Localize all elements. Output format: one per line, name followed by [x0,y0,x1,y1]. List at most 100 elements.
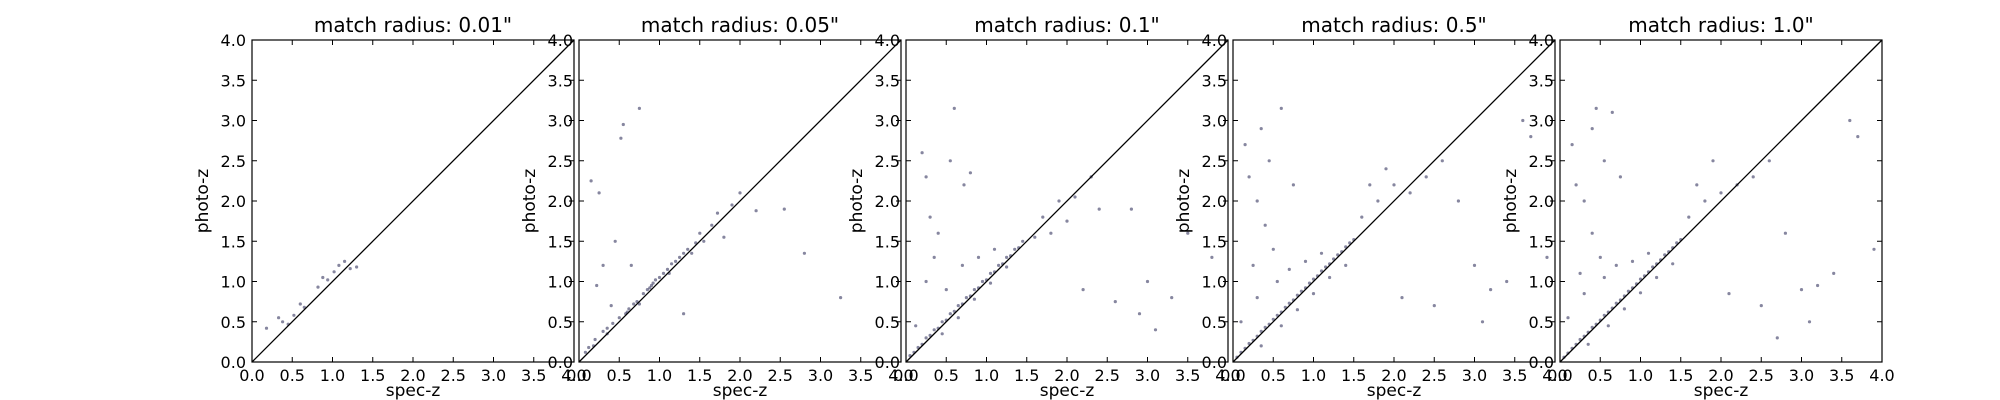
panel-1: match radius: 0.01"0.00.00.50.51.01.01.5… [193,13,587,400]
y-tick-label: 4.0 [1529,31,1554,50]
data-point [674,259,678,263]
data-point [605,326,609,330]
data-point [1602,159,1606,163]
x-tick-label: 1.0 [974,366,999,385]
y-tick-label: 0.5 [875,313,900,332]
data-point [653,278,658,282]
data-point [1872,247,1876,251]
y-tick-label: 3.0 [1529,112,1554,131]
data-point [1295,308,1299,312]
data-point [1170,296,1174,300]
data-point [1267,159,1271,163]
y-tick-label: 0.0 [875,353,900,372]
y-tick-label: 4.0 [875,31,900,50]
data-point [1767,159,1771,163]
data-point [661,271,666,275]
y-tick-label: 0.0 [548,353,573,372]
data-point [1400,296,1404,300]
data-point [1856,135,1860,139]
data-point [1424,175,1428,179]
y-tick-label: 1.5 [1202,232,1227,251]
data-point [1408,191,1412,195]
y-tick-label: 2.5 [875,152,900,171]
data-point [648,286,652,290]
y-tick-label: 0.0 [1202,353,1227,372]
y-tick-label: 2.0 [1529,192,1554,211]
y-tick-label: 2.0 [548,192,573,211]
data-point [682,312,686,316]
data-point [940,332,944,336]
data-point [1247,175,1251,179]
data-point [920,151,924,155]
x-tick-label: 1.5 [1668,366,1693,385]
data-point [1073,195,1077,199]
data-point [1480,320,1485,324]
data-point [1113,300,1117,304]
data-point [337,263,341,267]
x-tick-label: 3.0 [481,366,506,385]
data-point [964,296,969,300]
y-tick-label: 1.0 [221,273,246,292]
data-point [348,267,352,271]
data-points [1562,106,1876,359]
data-point [1472,263,1477,267]
x-tick-label: 0.5 [1261,366,1286,385]
data-point [1319,251,1324,255]
data-point [962,183,966,187]
data-point [1145,279,1150,284]
y-tick-label: 2.5 [548,152,573,171]
data-point [1687,215,1691,219]
data-point [702,239,706,243]
data-point [932,328,936,332]
y-tick-label: 2.5 [1202,152,1227,171]
x-tick-label: 4.0 [1542,366,1567,385]
data-point [645,288,650,292]
data-point [649,283,654,288]
y-tick-label: 1.5 [875,232,900,251]
x-axis-label: spec-z [386,381,441,400]
data-point [710,223,714,227]
panel-title: match radius: 0.5" [1301,13,1487,37]
data-point [637,106,642,110]
data-point [1291,183,1295,187]
data-point [936,231,940,235]
data-point [1328,275,1332,280]
x-tick-label: 1.5 [687,366,712,385]
data-point [595,283,599,288]
data-point [601,263,605,267]
data-point [932,255,936,259]
y-axis-label: photo-z [1501,169,1521,233]
y-tick-label: 4.0 [221,31,246,50]
data-point [940,320,944,324]
x-tick-label: 2.0 [1054,366,1079,385]
data-point [754,209,758,213]
x-tick-label: 3.5 [1829,366,1854,385]
data-point [627,307,631,311]
x-tick-label: 0.5 [280,366,305,385]
data-point [1456,199,1460,203]
data-point [1807,320,1812,324]
x-tick-label: 3.5 [1175,366,1200,385]
data-point [1590,231,1594,235]
data-point [1602,275,1606,280]
y-axis-label: photo-z [847,169,867,233]
y-tick-label: 0.5 [1529,313,1554,332]
data-point [1259,344,1263,348]
data-point [1751,175,1755,179]
x-tick-label: 1.0 [320,366,345,385]
data-point [1610,110,1614,114]
data-point [1783,231,1787,235]
data-point [641,292,646,296]
x-tick-label: 2.5 [768,366,793,385]
data-point [1271,247,1275,251]
x-tick-label: 2.0 [1381,366,1406,385]
data-point [1311,292,1316,296]
data-point [952,106,956,110]
data-point [839,296,843,300]
data-point [343,259,347,263]
data-point [1703,199,1707,203]
data-point [1275,279,1279,284]
data-point [1210,255,1214,259]
data-point [1711,159,1715,163]
y-axis-label: photo-z [1174,169,1194,233]
